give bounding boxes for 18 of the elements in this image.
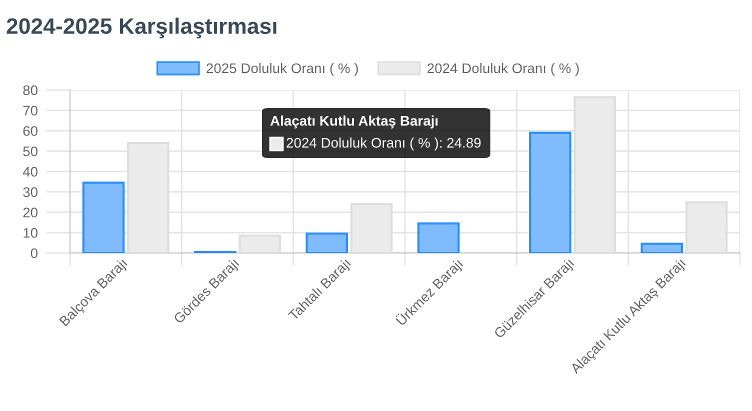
bar <box>529 132 572 253</box>
bar <box>82 182 125 253</box>
legend-label: 2025 Doluluk Oranı ( % ) <box>206 62 358 76</box>
legend-label: 2024 Doluluk Oranı ( % ) <box>428 62 579 76</box>
y-tick-label: 10 <box>24 228 38 238</box>
y-tick-label: 0 <box>30 248 38 258</box>
annotation: Alaçatı Kutlu Aktaş Barajı 2024 Doluluk Oranı ( % ): 24.89 <box>270 116 481 150</box>
y-tick-label: 30 <box>23 187 38 198</box>
chart-title: 2024-2025 Karşılaştırması <box>6 18 276 38</box>
y-tick-label: 70 <box>23 106 38 116</box>
y-tick-label: 40 <box>22 166 38 177</box>
y-tick-label: 60 <box>23 126 38 136</box>
y-tick-label: 20 <box>23 208 38 218</box>
bar <box>640 242 683 253</box>
bar <box>306 232 348 253</box>
y-tick-label: 50 <box>23 146 38 156</box>
bar <box>417 222 460 253</box>
y-tick-label: 80 <box>23 85 38 96</box>
